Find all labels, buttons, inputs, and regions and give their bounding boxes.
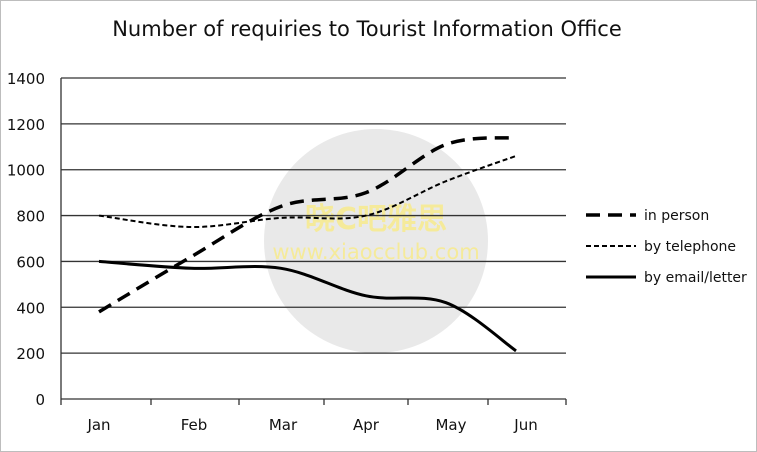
x-tick-label: May (435, 416, 466, 434)
chart-title: Number of requiries to Tourist Informati… (112, 17, 622, 41)
x-tick-label: Jun (513, 416, 537, 434)
legend-label: in person (644, 208, 709, 224)
x-tick-label: Jan (86, 416, 110, 434)
y-tick-label: 1400 (7, 70, 45, 88)
watermark-circle (264, 129, 488, 353)
y-tick-label: 0 (35, 391, 45, 409)
y-tick-label: 1200 (7, 116, 45, 134)
y-tick-label: 1000 (7, 162, 45, 180)
y-tick-label: 200 (16, 345, 45, 363)
series-line-1 (98, 155, 517, 229)
watermark: 晓C吧雅思 www.xiaocclub.com (264, 129, 488, 353)
x-tick-label: Mar (269, 416, 298, 434)
y-tick-label: 400 (16, 299, 45, 317)
y-tick-label: 800 (16, 208, 45, 226)
watermark-line1: 晓C吧雅思 (305, 202, 447, 237)
x-tick-label: Feb (181, 416, 208, 434)
series-line-2 (98, 259, 517, 353)
x-tick-label: Apr (353, 416, 380, 434)
legend-label: by telephone (644, 239, 736, 255)
legend-label: by email/letter (644, 270, 747, 286)
watermark-line2: www.xiaocclub.com (272, 240, 479, 264)
y-tick-label: 600 (16, 253, 45, 271)
